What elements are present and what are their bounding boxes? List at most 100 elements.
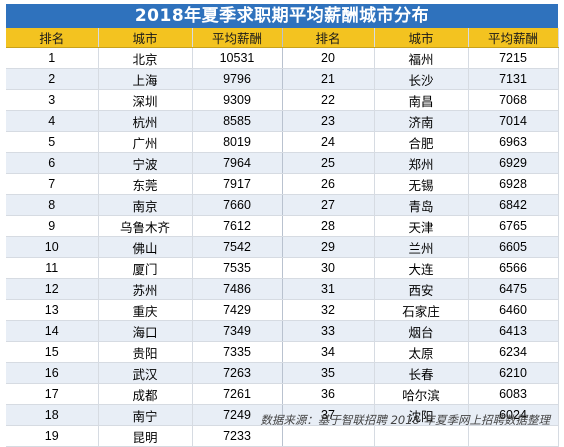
salary-cell: 6842 bbox=[468, 194, 559, 216]
salary-cell: 7542 bbox=[192, 236, 283, 258]
table-row: 19 昆明 7233 bbox=[6, 425, 559, 447]
city-cell: 西安 bbox=[374, 278, 469, 300]
table-title: 2018年夏季求职期平均薪酬城市分布 bbox=[6, 4, 558, 28]
city-cell: 合肥 bbox=[374, 131, 469, 153]
rank-cell: 30 bbox=[282, 257, 375, 279]
salary-cell: 6210 bbox=[468, 362, 559, 384]
rank-cell: 34 bbox=[282, 341, 375, 363]
salary-cell: 7429 bbox=[192, 299, 283, 321]
city-cell: 成都 bbox=[98, 383, 193, 405]
city-cell: 武汉 bbox=[98, 362, 193, 384]
city-cell: 杭州 bbox=[98, 110, 193, 132]
city-cell: 济南 bbox=[374, 110, 469, 132]
salary-cell: 6765 bbox=[468, 215, 559, 237]
salary-cell bbox=[468, 425, 559, 447]
rank-cell: 17 bbox=[6, 383, 99, 405]
salary-cell: 7335 bbox=[192, 341, 283, 363]
city-cell: 乌鲁木齐 bbox=[98, 215, 193, 237]
table-row: 3 深圳 9309 22 南昌 7068 bbox=[6, 89, 559, 111]
city-cell: 深圳 bbox=[98, 89, 193, 111]
rank-cell: 22 bbox=[282, 89, 375, 111]
rank-cell: 28 bbox=[282, 215, 375, 237]
table-row: 8 南京 7660 27 青岛 6842 bbox=[6, 194, 559, 216]
rank-cell: 11 bbox=[6, 257, 99, 279]
city-cell: 青岛 bbox=[374, 194, 469, 216]
salary-cell: 7535 bbox=[192, 257, 283, 279]
salary-cell: 6475 bbox=[468, 278, 559, 300]
table-row: 13 重庆 7429 32 石家庄 6460 bbox=[6, 299, 559, 321]
table-row: 5 广州 8019 24 合肥 6963 bbox=[6, 131, 559, 153]
salary-cell: 6460 bbox=[468, 299, 559, 321]
city-cell: 烟台 bbox=[374, 320, 469, 342]
header-rank: 排名 bbox=[6, 28, 99, 48]
city-cell: 海口 bbox=[98, 320, 193, 342]
rank-cell: 10 bbox=[6, 236, 99, 258]
city-cell: 太原 bbox=[374, 341, 469, 363]
salary-cell: 6963 bbox=[468, 131, 559, 153]
rank-cell: 14 bbox=[6, 320, 99, 342]
table-row: 4 杭州 8585 23 济南 7014 bbox=[6, 110, 559, 132]
rank-cell: 13 bbox=[6, 299, 99, 321]
table-row: 7 东莞 7917 26 无锡 6928 bbox=[6, 173, 559, 195]
table-row: 15 贵阳 7335 34 太原 6234 bbox=[6, 341, 559, 363]
city-cell: 大连 bbox=[374, 257, 469, 279]
table-row: 16 武汉 7263 35 长春 6210 bbox=[6, 362, 559, 384]
salary-cell: 7215 bbox=[468, 47, 559, 69]
rank-cell: 33 bbox=[282, 320, 375, 342]
header-salary: 平均薪酬 bbox=[192, 28, 283, 48]
city-cell: 重庆 bbox=[98, 299, 193, 321]
city-cell: 南宁 bbox=[98, 404, 193, 426]
city-cell: 郑州 bbox=[374, 152, 469, 174]
salary-cell: 6605 bbox=[468, 236, 559, 258]
salary-cell: 8585 bbox=[192, 110, 283, 132]
salary-cell: 9309 bbox=[192, 89, 283, 111]
salary-table-card: 2018年夏季求职期平均薪酬城市分布 排名 城市 平均薪酬 排名 城市 平均薪酬… bbox=[6, 4, 559, 447]
table-row: 11 厦门 7535 30 大连 6566 bbox=[6, 257, 559, 279]
city-cell: 宁波 bbox=[98, 152, 193, 174]
city-cell: 厦门 bbox=[98, 257, 193, 279]
city-cell: 南昌 bbox=[374, 89, 469, 111]
rank-cell: 15 bbox=[6, 341, 99, 363]
rank-cell: 26 bbox=[282, 173, 375, 195]
rank-cell: 19 bbox=[6, 425, 99, 447]
table-row: 10 佛山 7542 29 兰州 6605 bbox=[6, 236, 559, 258]
city-cell: 长春 bbox=[374, 362, 469, 384]
rank-cell: 24 bbox=[282, 131, 375, 153]
salary-cell: 10531 bbox=[192, 47, 283, 69]
salary-cell: 7233 bbox=[192, 425, 283, 447]
rank-cell: 1 bbox=[6, 47, 99, 69]
rank-cell: 20 bbox=[282, 47, 375, 69]
salary-cell: 6083 bbox=[468, 383, 559, 405]
city-cell: 广州 bbox=[98, 131, 193, 153]
city-cell: 昆明 bbox=[98, 425, 193, 447]
header-city: 城市 bbox=[98, 28, 193, 48]
salary-table: 排名 城市 平均薪酬 排名 城市 平均薪酬 1 北京 10531 20 福州 7215 2 上… bbox=[6, 28, 559, 447]
city-cell: 佛山 bbox=[98, 236, 193, 258]
salary-cell: 7486 bbox=[192, 278, 283, 300]
salary-cell: 6024 bbox=[468, 404, 559, 426]
table-body: 1 北京 10531 20 福州 7215 2 上海 9796 21 长沙 7131 3 深圳 9309 22… bbox=[6, 47, 559, 447]
header-row: 排名 城市 平均薪酬 排名 城市 平均薪酬 bbox=[6, 28, 559, 48]
table-row: 18 南宁 7249 37 沈阳 6024 bbox=[6, 404, 559, 426]
table-row: 14 海口 7349 33 烟台 6413 bbox=[6, 320, 559, 342]
data-source-note: 数据来源：基于智联招聘 2018 年夏季网上招聘数据整理 bbox=[260, 413, 550, 427]
rank-cell: 5 bbox=[6, 131, 99, 153]
city-cell: 南京 bbox=[98, 194, 193, 216]
salary-cell: 6234 bbox=[468, 341, 559, 363]
table-row: 17 成都 7261 36 哈尔滨 6083 bbox=[6, 383, 559, 405]
rank-cell: 7 bbox=[6, 173, 99, 195]
city-cell: 上海 bbox=[98, 68, 193, 90]
city-cell: 沈阳 bbox=[374, 404, 469, 426]
rank-cell: 36 bbox=[282, 383, 375, 405]
salary-cell: 7263 bbox=[192, 362, 283, 384]
table-row: 6 宁波 7964 25 郑州 6929 bbox=[6, 152, 559, 174]
salary-cell: 7660 bbox=[192, 194, 283, 216]
rank-cell: 23 bbox=[282, 110, 375, 132]
salary-cell: 7014 bbox=[468, 110, 559, 132]
header-salary: 平均薪酬 bbox=[468, 28, 559, 48]
table-row: 12 苏州 7486 31 西安 6475 bbox=[6, 278, 559, 300]
city-cell: 北京 bbox=[98, 47, 193, 69]
salary-cell: 7068 bbox=[468, 89, 559, 111]
rank-cell: 21 bbox=[282, 68, 375, 90]
city-cell: 哈尔滨 bbox=[374, 383, 469, 405]
